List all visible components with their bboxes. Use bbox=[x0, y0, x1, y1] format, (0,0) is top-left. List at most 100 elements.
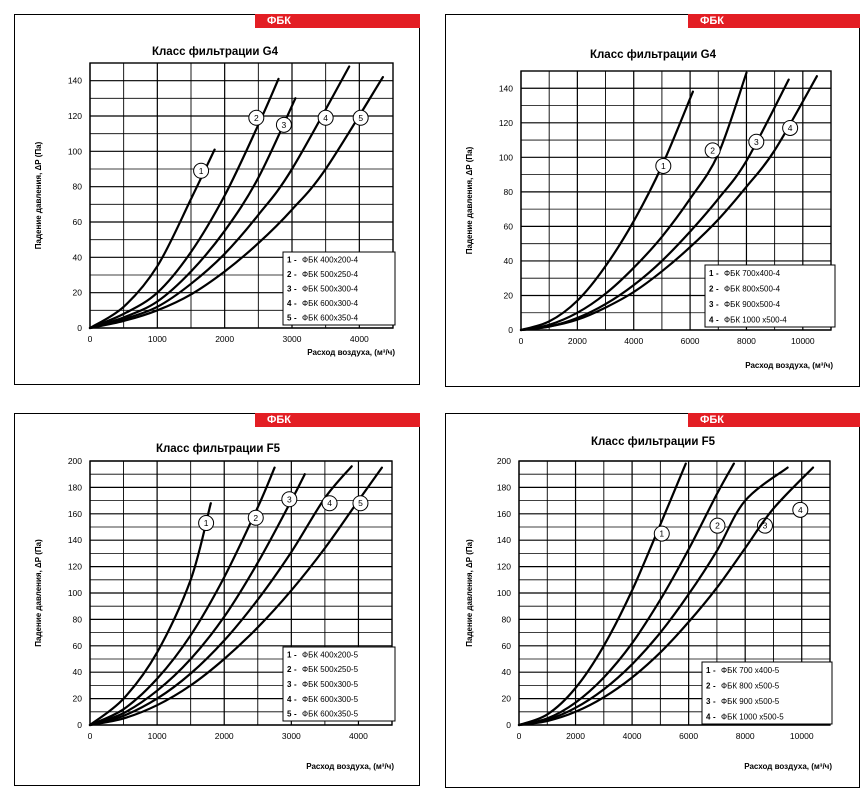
fbk-badge: ФБК bbox=[255, 413, 420, 427]
series-line-5 bbox=[88, 76, 384, 330]
y-tick-label: 180 bbox=[497, 482, 511, 492]
y-tick-label: 60 bbox=[73, 641, 83, 651]
legend-entry: ФБК 500х300-5 bbox=[302, 680, 359, 689]
series-marker-label: 5 bbox=[358, 498, 363, 508]
series-marker-label: 2 bbox=[253, 513, 258, 523]
legend-box bbox=[282, 646, 396, 722]
x-tick-label: 2000 bbox=[215, 731, 234, 741]
series-line-1 bbox=[88, 502, 212, 727]
legend-number: 2 bbox=[287, 270, 292, 279]
x-tick-label: 2000 bbox=[215, 334, 234, 344]
legend-number: 3 bbox=[709, 300, 714, 309]
legend-number: 1 bbox=[287, 650, 292, 659]
legend-number: 2 bbox=[287, 665, 292, 674]
series-marker-label: 4 bbox=[798, 505, 803, 515]
legend-separator: - bbox=[713, 697, 716, 706]
series-marker-5 bbox=[352, 495, 369, 512]
legend-separator: - bbox=[294, 255, 297, 264]
y-tick-label: 180 bbox=[68, 482, 82, 492]
y-tick-label: 200 bbox=[497, 456, 511, 466]
series-line-1 bbox=[517, 462, 687, 727]
y-tick-label: 120 bbox=[499, 118, 513, 128]
series-marker-5 bbox=[352, 109, 369, 126]
legend-separator: - bbox=[713, 712, 716, 721]
series-line-2 bbox=[88, 466, 276, 727]
plot-frame bbox=[518, 460, 831, 726]
series-line-1 bbox=[519, 90, 694, 332]
series-marker-label: 5 bbox=[358, 113, 363, 123]
legend-entry: ФБК 1000 х500-4 bbox=[724, 315, 787, 324]
y-axis-label: Падение давления, ΔP (Па) bbox=[34, 539, 43, 647]
series-marker-label: 4 bbox=[327, 498, 332, 508]
y-tick-label: 100 bbox=[68, 146, 82, 156]
y-tick-label: 120 bbox=[68, 562, 82, 572]
chart-svg: Класс фильтрации G4 0 1000 2000 3000 4000 0 20 4… bbox=[34, 46, 396, 357]
y-tick-label: 140 bbox=[497, 535, 511, 545]
x-tick-label: 3000 bbox=[283, 334, 302, 344]
series-marker-label: 2 bbox=[254, 113, 259, 123]
series-marker-1 bbox=[193, 162, 210, 179]
y-tick-label: 20 bbox=[73, 288, 83, 298]
series-marker-2 bbox=[709, 517, 726, 534]
chart-title: Класс фильтрации G4 bbox=[152, 46, 279, 58]
y-tick-label: 140 bbox=[499, 83, 513, 93]
y-tick-label: 0 bbox=[77, 720, 82, 730]
series-marker-1 bbox=[198, 515, 215, 532]
y-tick-label: 140 bbox=[68, 535, 82, 545]
legend-separator: - bbox=[294, 285, 297, 294]
y-tick-label: 60 bbox=[73, 217, 83, 227]
series-marker-label: 3 bbox=[763, 521, 768, 531]
legend-number: 1 bbox=[287, 255, 292, 264]
legend-separator: - bbox=[294, 665, 297, 674]
plot-frame bbox=[89, 460, 393, 726]
y-tick-label: 100 bbox=[499, 152, 513, 162]
legend-separator: - bbox=[716, 269, 719, 278]
x-tick-label: 10000 bbox=[790, 731, 814, 741]
x-axis-label: Расход воздуха, (м³/ч) bbox=[744, 762, 832, 771]
legend-separator: - bbox=[716, 300, 719, 309]
legend-number: 4 bbox=[706, 712, 711, 721]
series-line-3 bbox=[517, 466, 789, 727]
legend-number: 5 bbox=[287, 710, 292, 719]
series-marker-label: 1 bbox=[204, 518, 209, 528]
y-tick-label: 140 bbox=[68, 76, 82, 86]
series-marker-2 bbox=[248, 109, 265, 126]
x-tick-label: 1000 bbox=[148, 334, 167, 344]
y-axis-label: Падение давления, ΔP (Па) bbox=[465, 539, 474, 647]
series-marker-label: 1 bbox=[659, 529, 664, 539]
chart-panel-g4-large: ФБК Класс фильтрации G4 0 2000 4000 6000 8000… bbox=[445, 14, 860, 387]
series-marker-label: 4 bbox=[788, 123, 793, 133]
series-marker-label: 2 bbox=[715, 521, 720, 531]
x-tick-label: 0 bbox=[88, 731, 93, 741]
series-line-3 bbox=[88, 473, 306, 727]
chart-panel-f5-small: ФБК Класс фильтрации F5 0 1000 2000 3000 4000… bbox=[14, 413, 420, 786]
legend-separator: - bbox=[294, 314, 297, 323]
x-tick-label: 0 bbox=[517, 731, 522, 741]
y-tick-label: 80 bbox=[504, 187, 514, 197]
series-marker-4 bbox=[321, 495, 338, 512]
y-tick-label: 100 bbox=[68, 588, 82, 598]
legend-number: 4 bbox=[287, 299, 292, 308]
y-tick-label: 160 bbox=[497, 509, 511, 519]
series-marker-label: 2 bbox=[710, 145, 715, 155]
legend-entry: ФБК 900х500-4 bbox=[724, 300, 781, 309]
y-tick-label: 60 bbox=[504, 221, 514, 231]
series-marker-2 bbox=[247, 509, 264, 526]
legend-number: 5 bbox=[287, 314, 292, 323]
series-marker-label: 3 bbox=[754, 137, 759, 147]
y-tick-label: 20 bbox=[73, 694, 83, 704]
legend-box bbox=[704, 264, 836, 328]
series-line-4 bbox=[517, 466, 815, 727]
y-tick-label: 0 bbox=[506, 720, 511, 730]
y-tick-label: 0 bbox=[508, 325, 513, 335]
legend-separator: - bbox=[294, 299, 297, 308]
x-tick-label: 0 bbox=[519, 336, 524, 346]
y-tick-label: 0 bbox=[77, 323, 82, 333]
series-marker-3 bbox=[748, 133, 765, 150]
x-tick-label: 8000 bbox=[736, 731, 755, 741]
y-tick-label: 20 bbox=[502, 694, 512, 704]
legend-number: 1 bbox=[709, 269, 714, 278]
legend-number: 2 bbox=[706, 681, 711, 690]
y-tick-label: 160 bbox=[68, 509, 82, 519]
x-tick-label: 3000 bbox=[282, 731, 301, 741]
